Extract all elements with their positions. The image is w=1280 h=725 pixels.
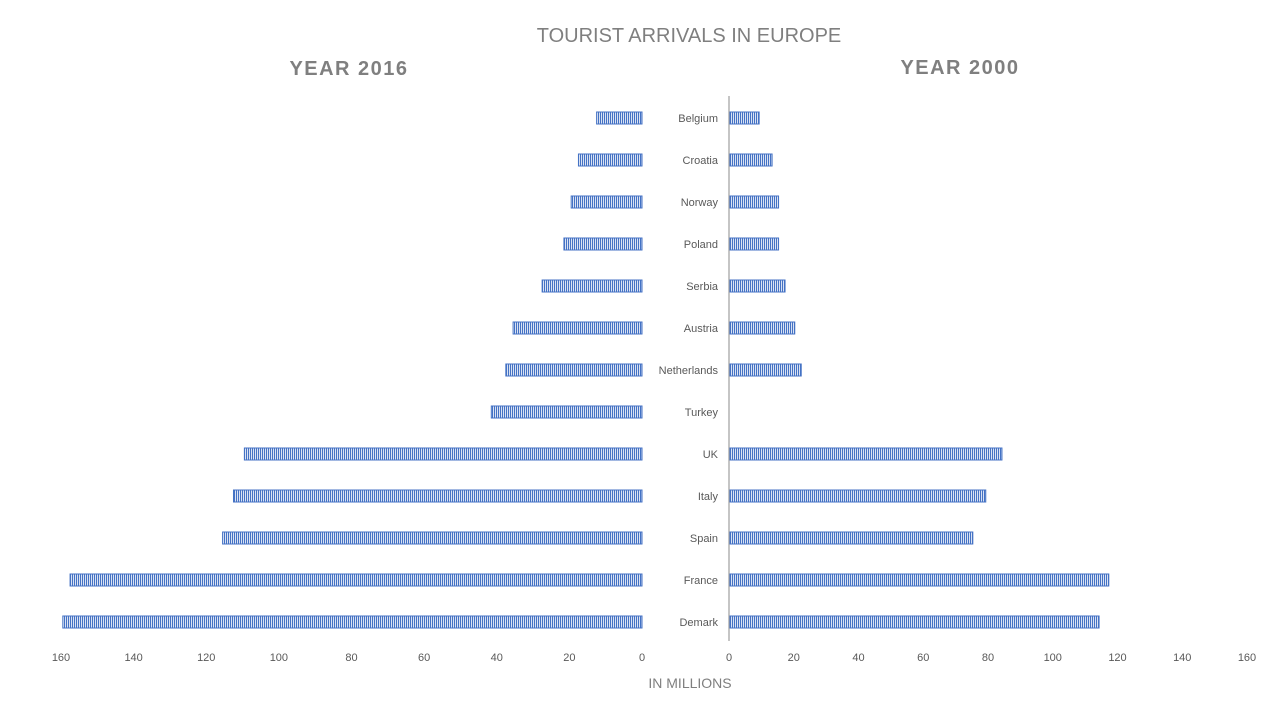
bar-2016-uk: [243, 447, 643, 461]
tick-label-left-40: 40: [491, 652, 503, 664]
tick-label-right-100: 100: [1044, 652, 1062, 664]
bar-2016-belgium: [596, 111, 643, 125]
category-label-norway: Norway: [681, 197, 719, 209]
bar-2016-demark: [62, 615, 643, 629]
tick-label-left-20: 20: [563, 652, 575, 664]
tick-label-right-120: 120: [1108, 652, 1126, 664]
bar-2000-italy: [729, 489, 987, 503]
x-axis-label: IN MILLIONS: [648, 675, 731, 691]
category-label-croatia: Croatia: [683, 155, 719, 167]
bar-2016-france: [69, 573, 643, 587]
category-label-demark: Demark: [679, 617, 718, 629]
tick-label-right-20: 20: [788, 652, 800, 664]
tick-label-left-60: 60: [418, 652, 430, 664]
ticks-left-group: 0 20 40 60 80 100 120 140 160: [52, 652, 645, 664]
tick-label-right-60: 60: [917, 652, 929, 664]
tick-label-left-140: 140: [124, 652, 142, 664]
tick-label-left-120: 120: [197, 652, 215, 664]
tick-label-left-160: 160: [52, 652, 70, 664]
tick-label-right-40: 40: [852, 652, 864, 664]
bar-2000-poland: [729, 237, 780, 251]
bar-2016-croatia: [577, 153, 643, 167]
bar-2016-spain: [222, 531, 643, 545]
bar-2016-poland: [563, 237, 643, 251]
bar-2000-belgium: [729, 111, 760, 125]
tick-label-right-0: 0: [726, 652, 732, 664]
category-label-italy: Italy: [698, 491, 719, 503]
category-label-serbia: Serbia: [686, 281, 719, 293]
tick-label-right-160: 160: [1238, 652, 1256, 664]
category-label-poland: Poland: [684, 239, 718, 251]
tick-label-right-140: 140: [1173, 652, 1191, 664]
bar-2016-italy: [232, 489, 643, 503]
series-title-right: YEAR 2000: [900, 57, 1019, 79]
category-label-austria: Austria: [684, 323, 719, 335]
category-label-spain: Spain: [690, 533, 718, 545]
category-label-uk: UK: [703, 449, 719, 461]
category-labels-group: Belgium Croatia Norway Poland Serbia Austria N…: [659, 113, 719, 629]
bar-2000-spain: [729, 531, 974, 545]
bar-2016-netherlands: [505, 363, 643, 377]
bar-2016-norway: [570, 195, 643, 209]
ticks-right-group: 0 20 40 60 80 100 120 140 160: [726, 652, 1256, 664]
bars-right-group: [729, 111, 1110, 629]
bar-2000-france: [729, 573, 1110, 587]
category-label-belgium: Belgium: [678, 113, 718, 125]
chart-title: TOURIST ARRIVALS IN EUROPE: [537, 25, 842, 47]
tick-label-left-0: 0: [639, 652, 645, 664]
bar-2000-netherlands: [729, 363, 802, 377]
bar-2000-norway: [729, 195, 780, 209]
bar-2000-serbia: [729, 279, 786, 293]
bar-2000-demark: [729, 615, 1100, 629]
tick-label-right-80: 80: [982, 652, 994, 664]
bar-2016-turkey: [490, 405, 643, 419]
category-label-netherlands: Netherlands: [659, 365, 719, 377]
category-label-turkey: Turkey: [685, 407, 719, 419]
bar-2000-croatia: [729, 153, 773, 167]
category-label-france: France: [684, 575, 718, 587]
tick-label-left-80: 80: [345, 652, 357, 664]
bars-left-group: [62, 111, 643, 629]
bar-2000-uk: [729, 447, 1003, 461]
tick-label-left-100: 100: [270, 652, 288, 664]
bar-2000-austria: [729, 321, 796, 335]
series-title-left: YEAR 2016: [289, 58, 408, 80]
bar-2016-austria: [512, 321, 643, 335]
bar-2016-serbia: [541, 279, 643, 293]
